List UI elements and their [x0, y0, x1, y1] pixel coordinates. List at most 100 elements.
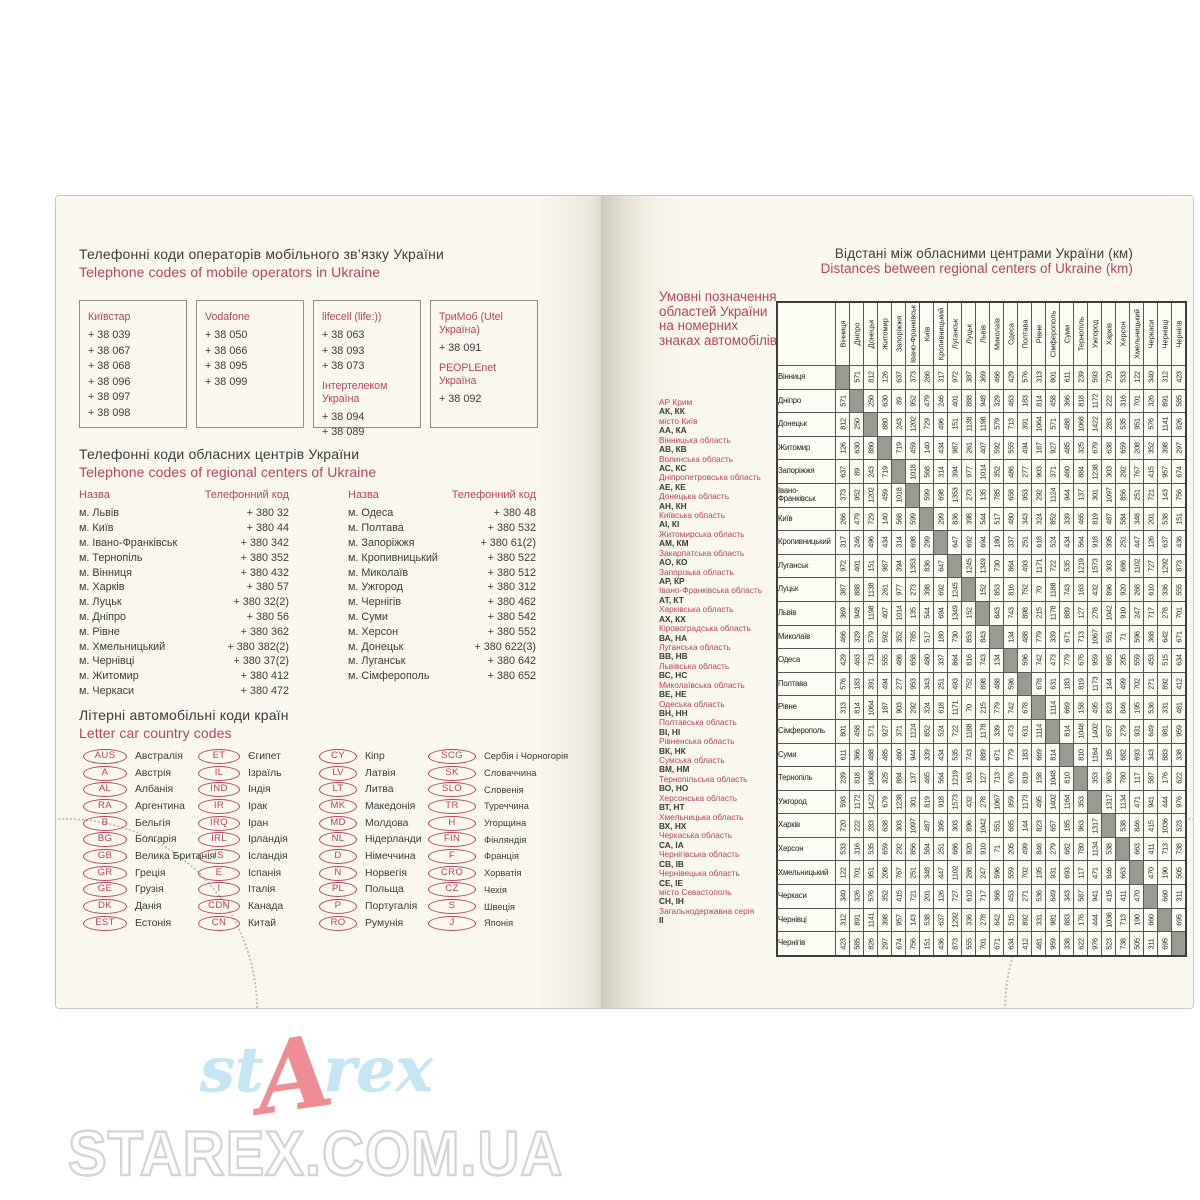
distance-cell: 679	[1087, 435, 1103, 461]
column-header-label: Дніпро	[852, 322, 862, 346]
distance-table-row: Черкаси 340 326 576 352 415 721 201 126 727 610 717…	[776, 884, 1187, 909]
distance-cell: 1188	[1045, 577, 1061, 602]
distance-value: 135	[978, 489, 988, 501]
city-name: м. Тернопіль	[79, 551, 143, 564]
distance-cell: 647	[947, 530, 963, 555]
distance-value: 630	[852, 442, 862, 454]
diagonal-cell	[1157, 907, 1173, 933]
distance-cell: 972	[947, 365, 963, 390]
distance-cell: 463	[849, 648, 865, 673]
legend-region-codes: АК, КК	[659, 406, 685, 417]
distance-cell: 368	[989, 884, 1005, 909]
distances-titles: Відстані між обласними центрами України …	[701, 246, 1133, 276]
distance-value: 1245	[950, 582, 960, 598]
distance-cell: 339	[1059, 506, 1075, 532]
distance-cell: 117	[1073, 860, 1089, 886]
distance-cell: 292	[891, 836, 907, 862]
distance-cell: 122	[834, 860, 851, 886]
distance-table-row: Донецьк 812 250 880 243 1202 729 496 151 1138 1198…	[776, 412, 1187, 437]
distance-value: 674	[894, 937, 904, 950]
distance-cell: 678	[1031, 671, 1047, 697]
row-header: Львів	[776, 600, 836, 626]
distance-value: 158	[1034, 772, 1044, 785]
distance-cell: 1292	[947, 907, 963, 933]
distance-value: 951	[1132, 418, 1142, 431]
distance-value: 637	[1160, 536, 1170, 549]
legend-region-name: Кіровоградська область	[659, 623, 751, 634]
distance-value: 658	[908, 654, 918, 667]
distance-cell: 340	[834, 884, 851, 909]
distance-cell: 1173	[1087, 671, 1103, 697]
distance-value: 1292	[1160, 558, 1170, 574]
country-code-row: SLO Словенія	[428, 781, 568, 798]
city-name: м. Одеса	[348, 507, 394, 520]
column-header-label: Суми	[1062, 324, 1072, 344]
distance-cell: 538	[1101, 836, 1117, 862]
distance-cell: 920	[961, 836, 977, 862]
distance-cell: 488	[989, 671, 1005, 697]
distance-value: 592	[880, 631, 890, 643]
country-name: Словенія	[484, 784, 524, 795]
distance-table-row: Херсон 533 316 535 659 292 856 584 251 686 920 910 7…	[776, 836, 1187, 862]
city-name: м. Ужгород	[348, 581, 403, 594]
country-code-badge: RO	[319, 915, 357, 931]
distance-value: 551	[1104, 631, 1114, 643]
distance-cell: 486	[891, 648, 907, 673]
distance-cell: 713	[1157, 836, 1173, 862]
distance-value: 944	[1062, 489, 1072, 501]
legend-region-name: Чернігівська область	[659, 849, 740, 860]
distance-value: 1064	[866, 699, 876, 716]
distance-cell: 470	[1129, 884, 1145, 909]
distance-cell: 810	[1073, 742, 1089, 768]
distance-cell: 1138	[863, 577, 879, 602]
distance-value: 1171	[950, 700, 960, 715]
distance-value: 299	[922, 536, 932, 549]
distance-value: 953	[908, 678, 918, 690]
distance-cell: 499	[1115, 671, 1131, 697]
distance-cell: 719	[891, 435, 907, 461]
country-code-row: IND Індія	[198, 781, 288, 798]
distance-cell: 959	[1171, 718, 1187, 744]
distance-value: 523	[1104, 937, 1114, 950]
diagonal-cell	[849, 388, 865, 414]
distance-cell: 535	[947, 742, 963, 768]
distance-value: 637	[894, 371, 904, 384]
city-name: м. Чернівці	[79, 655, 135, 668]
distance-cell: 352	[891, 624, 907, 650]
country-code-row: E Іспанія	[198, 865, 288, 882]
distance-cell: 163	[961, 766, 977, 791]
distance-cell: 1292	[1157, 553, 1173, 579]
distance-cell: 659	[1115, 435, 1131, 461]
distance-cell: 713	[1003, 412, 1019, 437]
row-header: Вінниця	[776, 365, 836, 390]
distance-value: 671	[1174, 631, 1184, 643]
distance-value: 535	[1118, 418, 1128, 431]
distance-value: 299	[936, 513, 946, 525]
distance-value: 1172	[1090, 393, 1100, 409]
distance-cell: 266	[919, 365, 935, 390]
distance-value: 415	[1104, 890, 1114, 903]
distance-cell: 596	[1003, 671, 1019, 697]
country-name: Хорватія	[484, 868, 522, 879]
country-code-row: RO Румунія	[319, 915, 422, 932]
distance-cell: 387	[961, 365, 977, 390]
distance-value: 638	[1104, 442, 1114, 454]
distance-cell: 292	[1031, 482, 1047, 508]
distance-cell: 432	[1087, 577, 1103, 602]
distance-value: 898	[978, 678, 988, 690]
operator-code: + 38 091	[439, 342, 482, 354]
distance-cell: 579	[989, 412, 1005, 437]
distance-value: 222	[852, 819, 862, 832]
distance-cell: 931	[1045, 860, 1061, 886]
country-name: Польща	[365, 884, 404, 896]
distance-value: 337	[1006, 536, 1016, 549]
distance-cell: 398	[877, 907, 893, 933]
legend-region-name: Вінницька область	[659, 434, 731, 445]
distance-cell: 742	[1003, 695, 1019, 720]
distance-value: 301	[908, 796, 918, 808]
distance-cell: 721	[905, 884, 921, 909]
city-name: м. Вінниця	[79, 566, 133, 579]
distance-value: 927	[880, 725, 890, 737]
distance-value: 480	[922, 654, 932, 667]
distance-value: 277	[1020, 465, 1030, 478]
